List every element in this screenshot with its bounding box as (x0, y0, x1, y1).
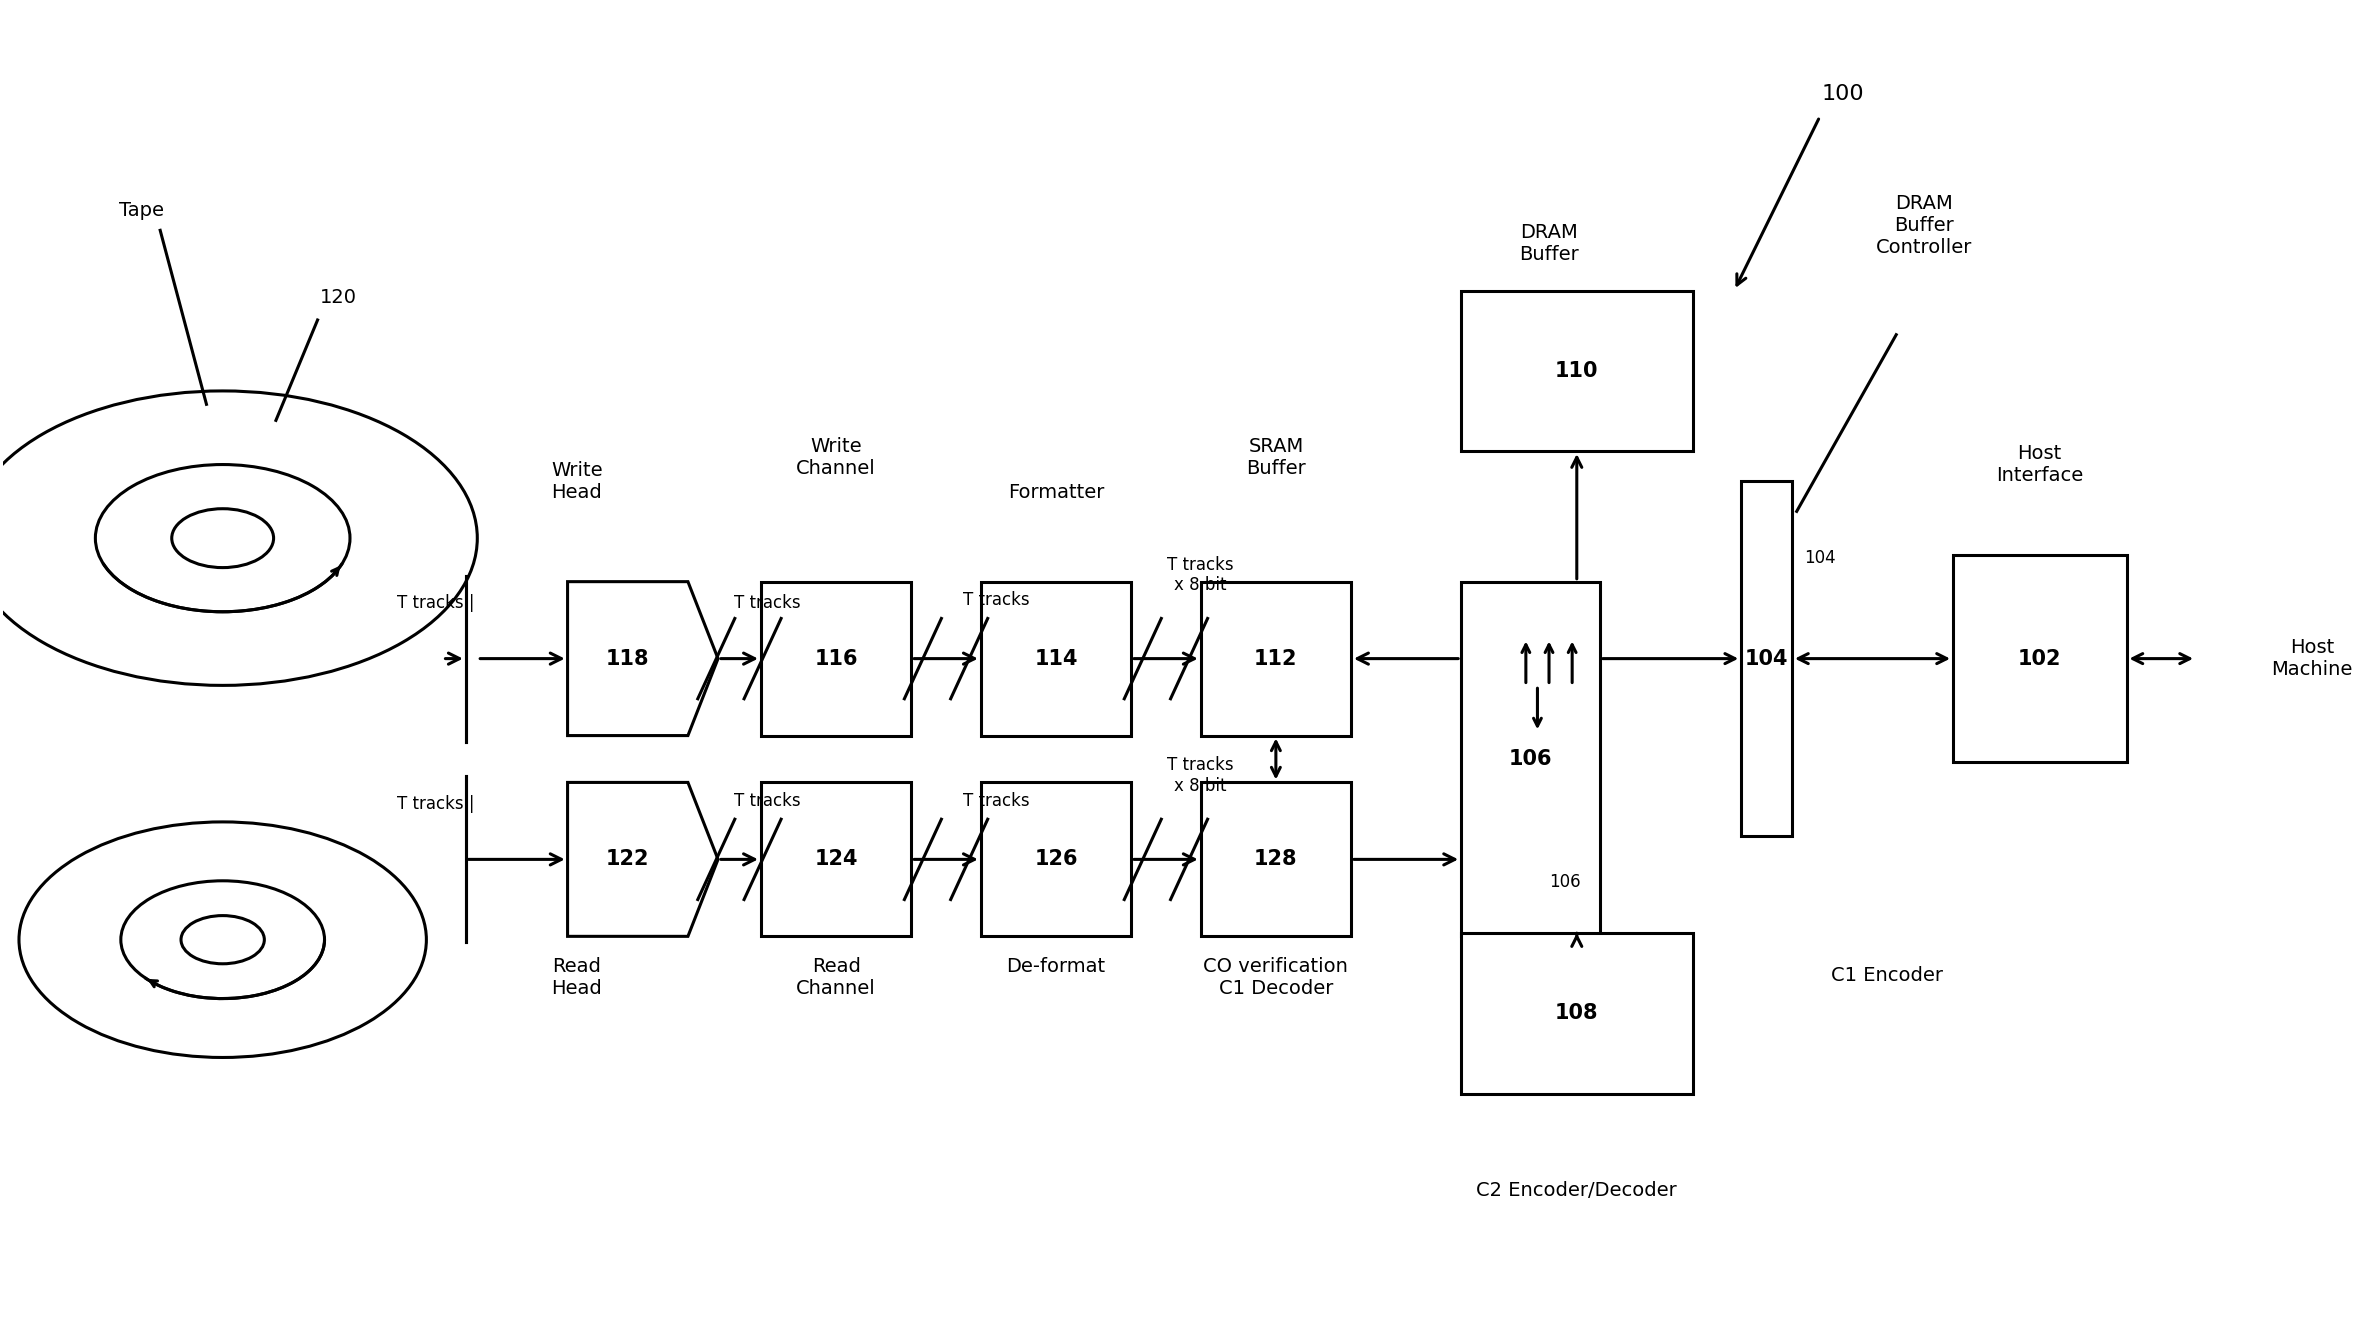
Bar (1462, 290, 1693, 452)
Text: Write
Head: Write Head (551, 461, 603, 503)
Polygon shape (568, 582, 719, 735)
Text: De-format: De-format (1007, 957, 1104, 976)
Text: 110: 110 (1556, 360, 1599, 380)
Text: 122: 122 (605, 849, 650, 870)
Bar (762, 582, 911, 735)
Text: DRAM
Buffer
Controller: DRAM Buffer Controller (1875, 194, 1972, 257)
Polygon shape (568, 782, 719, 937)
Text: C1 Encoder: C1 Encoder (1831, 966, 1944, 985)
Bar (1741, 481, 1793, 836)
Bar (981, 782, 1130, 937)
Text: T tracks: T tracks (733, 792, 802, 810)
Text: Write
Channel: Write Channel (797, 437, 875, 478)
Bar (1953, 555, 2126, 762)
Bar (762, 782, 911, 937)
Text: 106: 106 (1549, 872, 1580, 891)
Text: 126: 126 (1034, 849, 1078, 870)
Text: Tape: Tape (118, 200, 163, 219)
Text: 128: 128 (1253, 849, 1298, 870)
Bar (1201, 782, 1350, 937)
Text: SRAM
Buffer: SRAM Buffer (1246, 437, 1305, 478)
Text: 120: 120 (319, 288, 357, 306)
Text: 104: 104 (1804, 550, 1835, 567)
Text: T tracks
x 8 bit: T tracks x 8 bit (1166, 757, 1235, 796)
Bar (1462, 582, 1601, 937)
Text: 106: 106 (1509, 749, 1551, 769)
Text: 118: 118 (605, 649, 650, 668)
Text: 108: 108 (1556, 1004, 1599, 1023)
Text: 112: 112 (1253, 649, 1298, 668)
Text: T tracks: T tracks (963, 792, 1031, 810)
Text: 104: 104 (1745, 649, 1788, 668)
Text: DRAM
Buffer: DRAM Buffer (1518, 223, 1580, 263)
Text: 124: 124 (814, 849, 858, 870)
Text: T tracks |: T tracks | (397, 794, 475, 813)
Text: 100: 100 (1821, 83, 1864, 103)
Text: Read
Head: Read Head (551, 957, 603, 999)
Text: T tracks |: T tracks | (397, 594, 475, 612)
Text: 116: 116 (814, 649, 858, 668)
Text: 114: 114 (1034, 649, 1078, 668)
Text: T tracks
x 8 bit: T tracks x 8 bit (1166, 555, 1235, 594)
Text: Host
Machine: Host Machine (2270, 638, 2353, 679)
Text: 102: 102 (2017, 649, 2062, 668)
Text: C2 Encoder/Decoder: C2 Encoder/Decoder (1476, 1180, 1677, 1200)
Text: Host
Interface: Host Interface (1996, 444, 2084, 485)
Text: T tracks: T tracks (733, 594, 802, 612)
Bar (981, 582, 1130, 735)
Text: Formatter: Formatter (1007, 482, 1104, 503)
Bar (1462, 933, 1693, 1094)
Text: CO verification
C1 Decoder: CO verification C1 Decoder (1204, 957, 1348, 999)
Text: T tracks: T tracks (963, 591, 1031, 609)
Bar (1201, 582, 1350, 735)
Text: Read
Channel: Read Channel (797, 957, 875, 999)
